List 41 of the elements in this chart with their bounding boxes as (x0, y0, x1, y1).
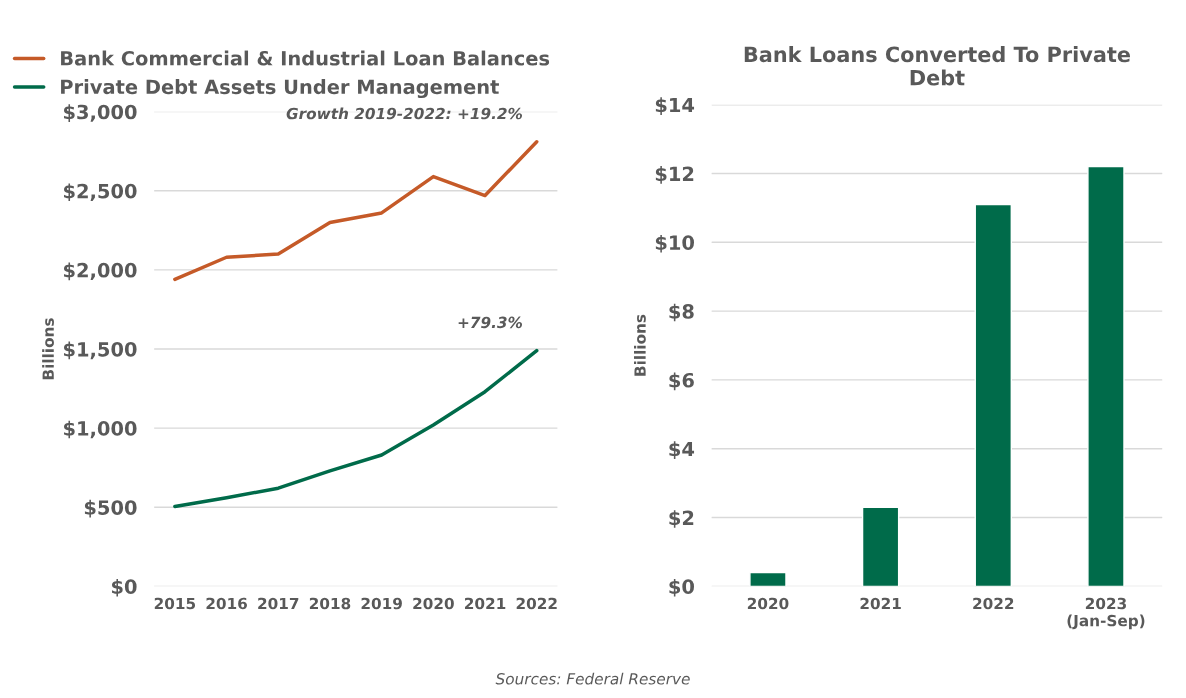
y-tick-label: $6 (669, 372, 694, 391)
y-tick-label: $3,000 (64, 104, 137, 122)
x-tick-label: 2022 (516, 597, 557, 610)
y-tick-label: $10 (655, 234, 694, 253)
x-tick-label: 2023 (Jan-Sep) (1067, 597, 1145, 630)
x-tick-label: 2015 (154, 597, 196, 610)
y-axis-title: Billions (634, 314, 646, 376)
y-tick-label: $14 (655, 97, 695, 115)
x-tick-label: 2017 (258, 597, 299, 610)
legend-label: Private Debt Assets Under Management (61, 79, 499, 99)
x-tick-label: 2022 (973, 597, 1014, 610)
x-tick-label: 2016 (206, 597, 247, 610)
bar (974, 203, 1012, 587)
y-tick-label: $8 (669, 303, 694, 322)
y-tick-label: $4 (669, 441, 695, 459)
source-note: Sources: Federal Reserve (495, 672, 690, 685)
y-tick-label: $1,500 (64, 341, 137, 360)
y-axis-title: Billions (42, 318, 54, 380)
y-tick-label: $12 (655, 166, 694, 184)
x-tick-label: 2020 (747, 597, 789, 610)
y-tick-label: $2,500 (64, 183, 137, 202)
y-tick-label: $0 (669, 578, 694, 597)
x-tick-label: 2019 (361, 597, 402, 610)
annotation: +79.3% (458, 316, 523, 329)
legend-label: Bank Commercial & Industrial Loan Balances (61, 50, 550, 66)
x-tick-label: 2021 (860, 597, 901, 610)
line-series (173, 348, 539, 509)
x-tick-label: 2018 (309, 597, 351, 610)
y-tick-label: $2 (669, 510, 694, 528)
annotation: Growth 2019-2022: +19.2% (286, 107, 523, 120)
bar (1087, 165, 1125, 587)
x-tick-label: 2021 (464, 597, 506, 610)
line-series (173, 140, 539, 282)
y-tick-label: $2,000 (64, 262, 137, 281)
y-tick-label: $1,000 (64, 420, 137, 439)
bar (749, 571, 787, 587)
y-tick-label: $500 (84, 499, 137, 518)
x-tick-label: 2020 (413, 597, 454, 610)
bar (861, 506, 900, 587)
y-tick-label: $0 (111, 578, 137, 597)
chart-title: Bank Loans Converted To Private Debt (744, 46, 1130, 86)
